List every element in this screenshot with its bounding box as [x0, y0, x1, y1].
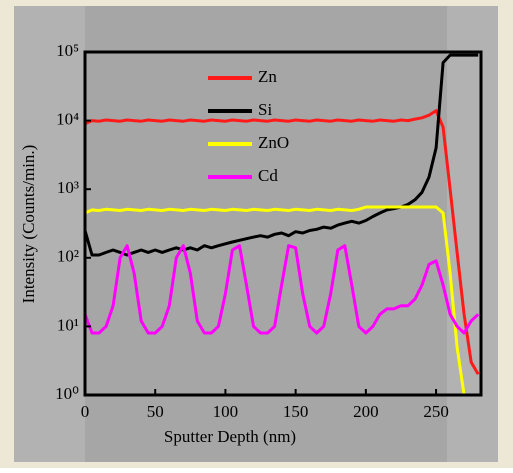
- x-tick-label: 250: [423, 402, 449, 421]
- y-tick-label: 10¹: [57, 315, 79, 334]
- series-line: [83, 244, 480, 335]
- series-line: [84, 205, 479, 397]
- plot-frame: [83, 50, 483, 397]
- x-tick-label: 100: [213, 402, 239, 421]
- texture: [85, 6, 447, 462]
- legend-label: Cd: [258, 166, 278, 185]
- legend-label: Si: [258, 100, 272, 119]
- x-tick-label: 150: [283, 402, 309, 421]
- series-line: [83, 53, 479, 257]
- legend-label: ZnO: [258, 133, 289, 152]
- x-axis-title: Sputter Depth (nm): [164, 427, 296, 446]
- x-tick-label: 50: [147, 402, 164, 421]
- x-tick-label: 200: [353, 402, 379, 421]
- x-tick-label: 0: [81, 402, 90, 421]
- y-tick-label: 10³: [57, 178, 79, 197]
- y-tick-label: 10²: [57, 247, 79, 266]
- y-tick-label: 10⁴: [56, 110, 79, 129]
- y-tick-label: 10⁵: [56, 41, 79, 60]
- y-tick-label: 10⁰: [55, 384, 79, 403]
- legend-label: Zn: [258, 67, 277, 86]
- y-axis-title: Intensity (Counts/min.): [19, 145, 38, 304]
- series-line: [84, 109, 480, 376]
